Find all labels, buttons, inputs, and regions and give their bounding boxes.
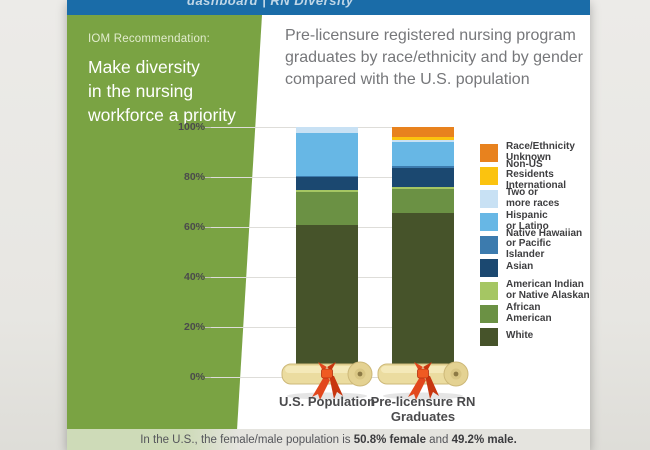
- diploma-scroll-icon: [281, 361, 373, 400]
- y-axis-tick-label: 0%: [189, 371, 205, 383]
- bar-segment: [392, 137, 454, 140]
- x-axis-label-us-population: U.S. Population: [278, 394, 376, 409]
- top-banner: dashboard | RN Diversity: [67, 0, 590, 15]
- chart-title: Pre-licensure registered nursing program…: [285, 27, 583, 88]
- bar-segment: [392, 188, 454, 214]
- bar-segment: [296, 176, 358, 190]
- legend-swatch: [480, 166, 498, 185]
- legend-swatch: [480, 143, 498, 162]
- axis-tick: [205, 377, 211, 378]
- stacked-bar-us-population: [296, 127, 358, 377]
- axis-tick: [205, 227, 211, 228]
- axis-tick: [205, 327, 211, 328]
- legend-row: Two or more races: [480, 187, 592, 210]
- legend-row: Asian: [480, 256, 592, 279]
- legend-swatch: [480, 327, 498, 346]
- stacked-bar-rn-graduates: [392, 127, 454, 377]
- legend-label: Non-US Residents International: [506, 158, 567, 191]
- gender-statistic-banner: In the U.S., the female/male population …: [67, 429, 590, 450]
- male-percentage: 49.2% male.: [451, 433, 517, 446]
- recommendation-text: Make diversity in the nursing workforce …: [88, 57, 236, 125]
- legend-label: American Indian or Native Alaskan: [506, 279, 590, 301]
- y-axis-tick-label: 60%: [183, 221, 205, 233]
- legend-row: African American: [480, 302, 592, 325]
- legend-row: Non-US Residents International: [480, 159, 592, 190]
- legend-swatch: [480, 258, 498, 277]
- content-card: dashboard | RN Diversity IOM Recommendat…: [67, 0, 590, 450]
- legend-label: White: [506, 330, 534, 342]
- chart-legend: Race/Ethnicity Unknown Non-US Residents I…: [480, 141, 592, 348]
- legend-swatch: [480, 189, 498, 208]
- recommendation-panel: IOM Recommendation: Make diversity in th…: [67, 15, 262, 430]
- legend-swatch: [480, 212, 498, 231]
- y-axis-tick-label: 80%: [183, 171, 205, 183]
- gender-text-prefix: In the U.S., the female/male population …: [140, 433, 354, 446]
- recommendation-kicker: IOM Recommendation:: [88, 33, 211, 45]
- y-axis-tick-label: 100%: [178, 121, 205, 133]
- legend-row: White: [480, 325, 592, 348]
- legend-label: Race/Ethnicity Unknown: [506, 141, 575, 163]
- bar-segment: [392, 139, 454, 142]
- legend-row: American Indian or Native Alaskan: [480, 279, 592, 302]
- legend-label: Native Hawaiian or Pacific Islander: [506, 227, 583, 260]
- legend-swatch: [480, 281, 498, 300]
- gender-statistic-text: In the U.S., the female/male population …: [140, 434, 517, 446]
- bar-segment: [296, 132, 358, 176]
- bar-segment: [296, 127, 358, 133]
- axis-tick: [205, 177, 211, 178]
- top-banner-clipped-text: dashboard | RN Diversity: [187, 0, 354, 8]
- legend-swatch: [480, 304, 498, 323]
- female-percentage: 50.8% female: [353, 433, 426, 446]
- stacked-bar-chart: 100% 80% 60% 40% 20% 0%: [67, 0, 590, 450]
- bar-segment: [296, 192, 358, 225]
- bar-segment: [392, 187, 454, 189]
- bar-segment: [392, 142, 454, 166]
- legend-label: Hispanic or Latino: [506, 210, 549, 232]
- legend-label: Two or more races: [506, 187, 560, 209]
- legend-row: Native Hawaiian or Pacific Islander: [480, 228, 592, 259]
- bar-segment: [296, 189, 358, 192]
- axis-tick: [205, 127, 211, 128]
- legend-row: Hispanic or Latino: [480, 210, 592, 233]
- bar-segment: [392, 213, 454, 377]
- legend-swatch: [480, 235, 498, 254]
- bar-segment: [392, 165, 454, 169]
- bar-segment: [392, 127, 454, 137]
- axis-tick: [205, 277, 211, 278]
- y-axis-tick-label: 40%: [183, 271, 205, 283]
- bar-segment: [296, 175, 358, 176]
- y-axis-tick-label: 20%: [183, 321, 205, 333]
- diploma-scroll-icon: [377, 361, 469, 400]
- legend-label: Asian: [506, 261, 534, 273]
- x-axis-label-rn-graduates: Pre-licensure RN Graduates: [370, 394, 476, 424]
- bar-segment: [392, 168, 454, 187]
- gender-text-middle: and: [425, 433, 452, 446]
- legend-label: African American: [506, 302, 552, 324]
- bar-segment: [296, 224, 358, 377]
- legend-row: Race/Ethnicity Unknown: [480, 141, 592, 164]
